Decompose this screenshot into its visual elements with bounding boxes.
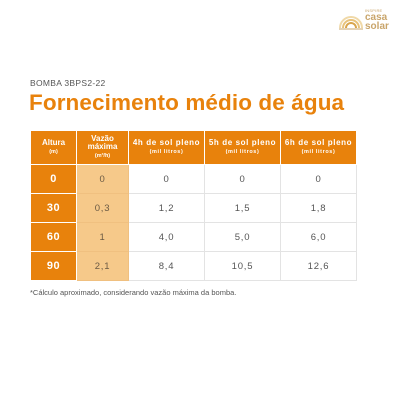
- cell-altura: 90: [30, 251, 77, 281]
- cell-vazao: 0: [76, 164, 129, 194]
- cell-4h: 0: [128, 164, 205, 194]
- cell-5h: 1,5: [204, 193, 281, 223]
- header-label: Altura: [41, 138, 66, 147]
- table-row: 0 0 0 0 0: [30, 164, 357, 194]
- brand-logo: INSPIRE casa solar: [338, 6, 398, 36]
- footnote: *Cálculo aproximado, considerando vazão …: [30, 288, 237, 297]
- cell-5h: 10,5: [204, 251, 281, 281]
- header-unit: (mil litros): [301, 149, 336, 155]
- header-unit: (mil litros): [149, 149, 184, 155]
- cell-6h: 6,0: [280, 222, 357, 252]
- cell-altura: 60: [30, 222, 77, 252]
- brand-name-line1: casa: [365, 12, 388, 23]
- cell-6h: 12,6: [280, 251, 357, 281]
- brand-tagline: INSPIRE: [365, 8, 383, 13]
- header-unit: (mil litros): [225, 149, 260, 155]
- header-label: 6h de sol pleno: [284, 138, 353, 147]
- header-unit: (m): [49, 149, 58, 155]
- table-row: 30 0,3 1,2 1,5 1,8: [30, 193, 357, 223]
- cell-4h: 8,4: [128, 251, 205, 281]
- water-supply-table: Altura (m) Vazão máxima (m³/h) 4h de sol…: [30, 130, 357, 281]
- cell-vazao: 0,3: [76, 193, 129, 223]
- header-altura: Altura (m): [30, 130, 77, 165]
- cell-vazao: 2,1: [76, 251, 129, 281]
- header-unit: (m³/h): [94, 153, 111, 159]
- header-label: Vazão máxima: [87, 134, 118, 151]
- cell-6h: 1,8: [280, 193, 357, 223]
- cell-altura: 30: [30, 193, 77, 223]
- header-4h: 4h de sol pleno (mil litros): [128, 130, 205, 165]
- cell-6h: 0: [280, 164, 357, 194]
- product-code: BOMBA 3BPS2-22: [30, 78, 106, 88]
- table-header-row: Altura (m) Vazão máxima (m³/h) 4h de sol…: [30, 130, 357, 165]
- header-label: 4h de sol pleno: [132, 138, 201, 147]
- header-6h: 6h de sol pleno (mil litros): [280, 130, 357, 165]
- brand-name-line2: solar: [365, 21, 389, 32]
- cell-altura: 0: [30, 164, 77, 194]
- page-title: Fornecimento médio de água: [29, 90, 345, 115]
- cell-4h: 4,0: [128, 222, 205, 252]
- cell-4h: 1,2: [128, 193, 205, 223]
- table-row: 90 2,1 8,4 10,5 12,6: [30, 251, 357, 281]
- cell-vazao: 1: [76, 222, 129, 252]
- header-5h: 5h de sol pleno (mil litros): [204, 130, 281, 165]
- cell-5h: 0: [204, 164, 281, 194]
- header-label: 5h de sol pleno: [208, 138, 277, 147]
- header-vazao: Vazão máxima (m³/h): [76, 130, 129, 165]
- cell-5h: 5,0: [204, 222, 281, 252]
- table-row: 60 1 4,0 5,0 6,0: [30, 222, 357, 252]
- sun-rays-icon: [339, 16, 363, 30]
